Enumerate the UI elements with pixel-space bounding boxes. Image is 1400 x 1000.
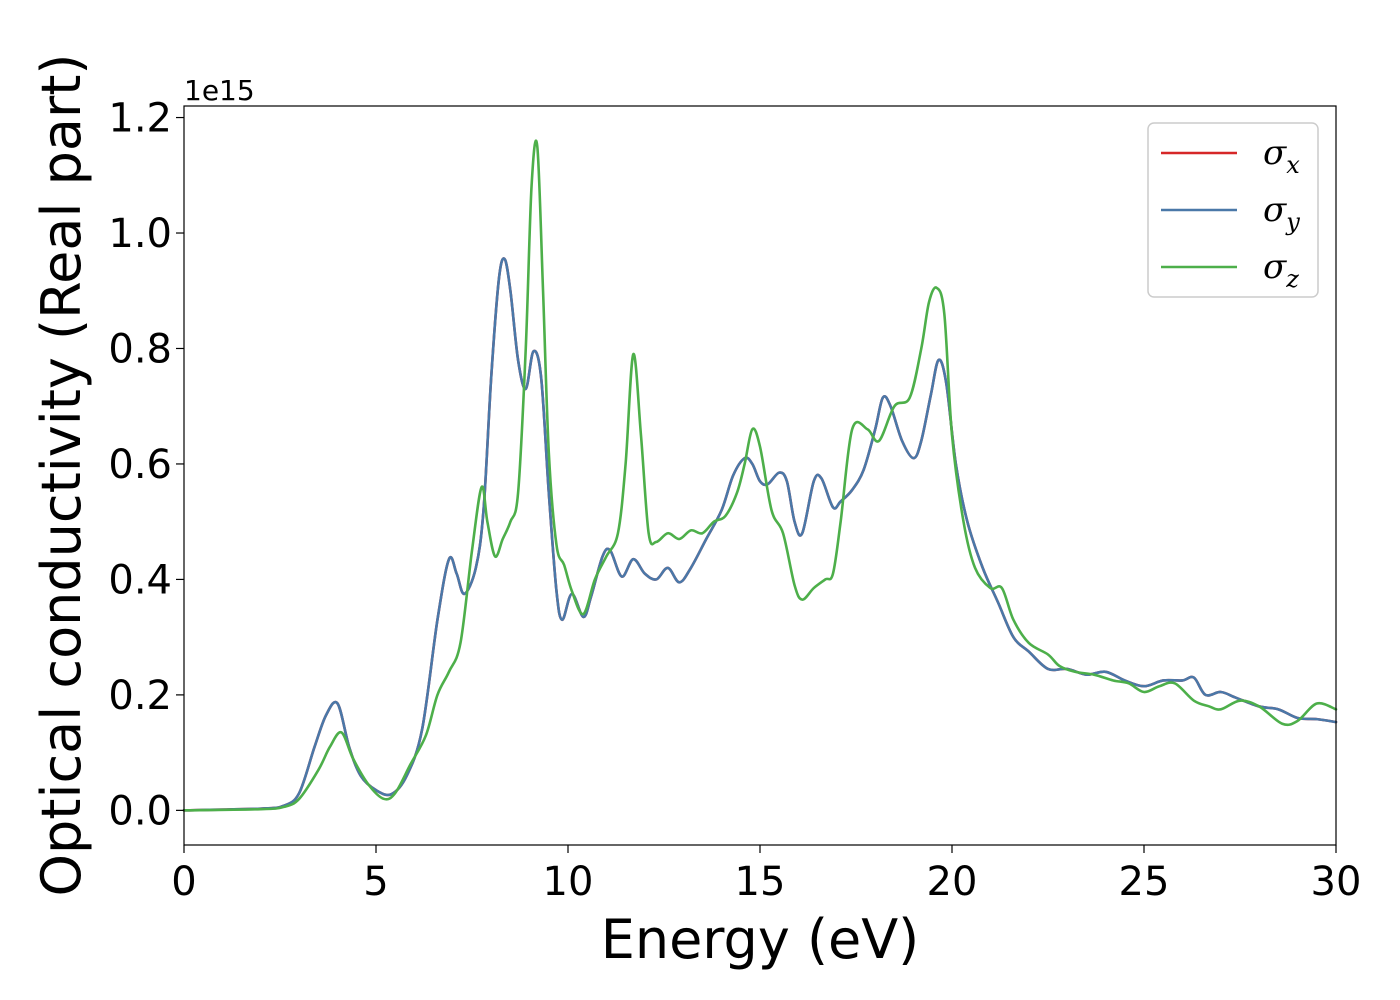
y-tick-label: 0.0 [108, 788, 172, 834]
y-axis-label: Optical conductivity (Real part) [30, 54, 93, 897]
y-tick-label: 0.8 [108, 326, 172, 372]
series-line-z [182, 139, 1338, 812]
x-tick-label: 25 [1119, 859, 1170, 905]
legend: σx σy σz [1147, 122, 1319, 298]
legend-label-z: σz [1263, 247, 1299, 293]
x-tick-label: 0 [171, 859, 196, 905]
x-tick-label: 30 [1311, 859, 1362, 905]
x-tick-label: 20 [927, 859, 978, 905]
x-tick-label: 15 [735, 859, 786, 905]
x-axis-ticks: 0 5 10 15 20 25 30 [171, 845, 1361, 905]
y-tick-label: 0.2 [108, 673, 172, 719]
y-tick-label: 0.4 [108, 557, 172, 603]
y-axis-ticks: 0.0 0.2 0.4 0.6 0.8 1.0 1.2 [108, 96, 184, 834]
y-tick-label: 1.0 [108, 211, 172, 257]
y-tick-label: 1.2 [108, 96, 172, 142]
y-axis-offset-label: 1e15 [184, 74, 255, 107]
x-axis-label: Energy (eV) [601, 908, 920, 971]
x-tick-label: 10 [543, 859, 594, 905]
y-tick-label: 0.6 [108, 442, 172, 488]
x-tick-label: 5 [363, 859, 388, 905]
plot-lines [182, 139, 1338, 812]
legend-label-x: σx [1263, 133, 1300, 179]
legend-label-y: σy [1263, 190, 1300, 236]
